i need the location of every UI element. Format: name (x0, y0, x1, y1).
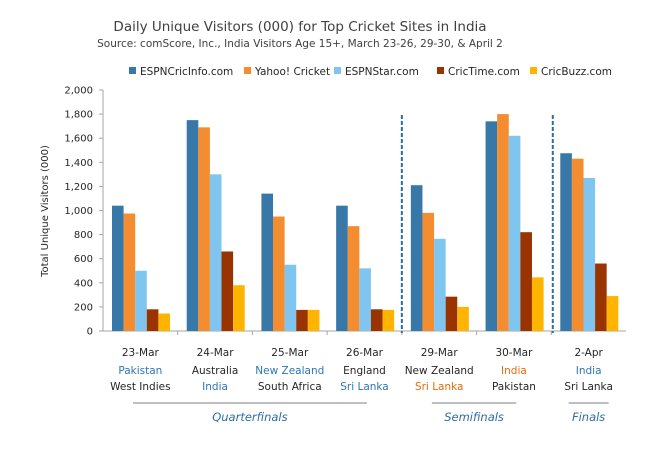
team-label: Pakistan (118, 365, 162, 377)
team-label: India (501, 365, 527, 377)
legend-label: ESPNCricInfo.com (140, 66, 233, 78)
y-axis-label: Total Unique Visitors (000) (40, 145, 51, 278)
y-tick-label: 1,200 (64, 182, 93, 193)
legend-label: Yahoo! Cricket (254, 66, 330, 78)
bar-crictime-com (221, 251, 234, 331)
team-label: Sri Lanka (564, 381, 613, 393)
y-tick-label: 200 (74, 302, 93, 313)
y-tick-label: 0 (87, 327, 93, 338)
team-label: New Zealand (405, 365, 474, 377)
legend-label: ESPNStar.com (345, 66, 419, 78)
x-tick-label-date: 24-Mar (197, 347, 235, 359)
bar-yahoo-cricket (347, 226, 360, 331)
team-label: Sri Lanka (415, 381, 464, 393)
team-label: New Zealand (255, 365, 324, 377)
bar-espnstar-com (434, 238, 446, 331)
bar-yahoo-cricket (422, 212, 435, 331)
team-label: West Indies (110, 381, 170, 393)
bar-cricbuzz-com (382, 309, 395, 331)
legend-swatch (244, 67, 251, 74)
bar-espncricinfo-com (186, 120, 199, 331)
bars (112, 114, 619, 331)
team-label: England (343, 365, 386, 377)
legend-label: CricTime.com (448, 66, 520, 78)
legend-swatch (437, 67, 444, 74)
bar-espnstar-com (284, 264, 297, 331)
bar-yahoo-cricket (497, 114, 509, 331)
x-tick-label-date: 26-Mar (346, 347, 384, 359)
team-label: Sri Lanka (340, 381, 389, 393)
bar-crictime-com (595, 263, 607, 331)
bar-crictime-com (370, 309, 383, 331)
stage-label: Quarterfinals (212, 410, 287, 424)
bar-espncricinfo-com (261, 193, 274, 331)
team-label: Pakistan (492, 381, 536, 393)
bar-cricbuzz-com (606, 296, 619, 331)
chart-subtitle: Source: comScore, Inc., India Visitors A… (97, 38, 503, 50)
bar-crictime-com (296, 309, 308, 331)
legend-swatch (129, 67, 136, 74)
bar-yahoo-cricket (273, 216, 285, 331)
bar-cricbuzz-com (531, 277, 544, 331)
bar-espncricinfo-com (112, 205, 124, 331)
x-tick-label-date: 25-Mar (271, 347, 309, 359)
legend-swatch (334, 67, 341, 74)
x-tick-label-date: 23-Mar (122, 347, 160, 359)
y-tick-label: 2,000 (64, 86, 93, 97)
bar-yahoo-cricket (123, 213, 136, 331)
x-tick-label-date: 30-Mar (495, 347, 533, 359)
bar-cricbuzz-com (233, 285, 245, 331)
x-tick-label-date: 2-Apr (574, 347, 603, 359)
legend-swatch (530, 67, 537, 74)
axes: 0 200 400 600 800 1,000 1,200 1,400 1,600 1,800 2,… (64, 86, 626, 338)
bar-espnstar-com (583, 177, 596, 331)
y-tick-label: 1,600 (64, 134, 93, 145)
stage-label: Finals (572, 410, 605, 424)
bar-cricbuzz-com (457, 306, 469, 331)
bar-yahoo-cricket (571, 158, 584, 331)
bar-espncricinfo-com (410, 185, 423, 331)
bar-espncricinfo-com (560, 153, 572, 331)
y-tick-label: 1,800 (64, 110, 93, 121)
team-label: India (202, 381, 228, 393)
bar-crictime-com (445, 296, 458, 331)
bar-espnstar-com (359, 268, 371, 331)
y-tick-label: 1,000 (64, 206, 93, 217)
bar-yahoo-cricket (198, 127, 210, 331)
team-label: Australia (192, 365, 238, 377)
y-tick-label: 400 (74, 278, 93, 289)
legend-label: CricBuzz.com (541, 66, 612, 78)
bar-espnstar-com (135, 270, 147, 331)
y-tick-label: 800 (74, 230, 93, 241)
y-tick-label: 1,400 (64, 158, 93, 169)
category-labels: 23-Mar Pakistan West Indies 24-Mar Australia… (110, 347, 613, 424)
bar-cricbuzz-com (158, 313, 170, 331)
stage-label: Semifinals (444, 410, 504, 424)
x-tick-label-date: 29-Mar (421, 347, 459, 359)
bar-espnstar-com (209, 174, 222, 331)
team-label: South Africa (258, 381, 322, 393)
bar-crictime-com (146, 309, 159, 331)
legend: ESPNCricInfo.com Yahoo! Cricket ESPNStar.c… (129, 66, 612, 78)
bar-espnstar-com (508, 135, 521, 331)
bar-crictime-com (520, 232, 532, 331)
bar-cricbuzz-com (307, 309, 320, 331)
chart-title: Daily Unique Visitors (000) for Top Cric… (113, 19, 486, 35)
team-label: India (576, 365, 602, 377)
bar-espncricinfo-com (336, 205, 348, 331)
bar-espncricinfo-com (485, 121, 498, 331)
y-tick-label: 600 (74, 254, 93, 265)
